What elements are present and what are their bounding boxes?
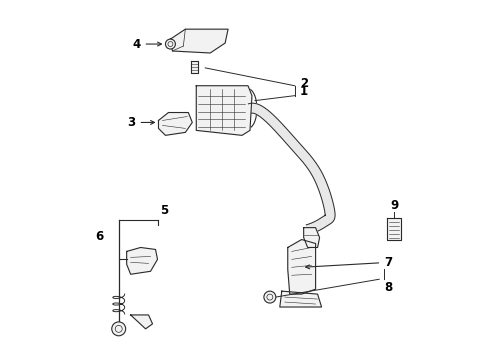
Text: 1: 1 [300,85,308,98]
Polygon shape [280,291,321,307]
Polygon shape [131,315,152,329]
Circle shape [264,291,276,303]
Text: 3: 3 [127,116,154,129]
Circle shape [166,39,175,49]
Polygon shape [127,247,157,274]
Polygon shape [304,228,319,247]
Polygon shape [387,218,401,239]
Polygon shape [196,86,252,135]
Text: 5: 5 [161,204,169,217]
Text: 6: 6 [96,230,104,243]
Polygon shape [191,61,198,73]
Circle shape [112,322,125,336]
Polygon shape [248,103,335,234]
Text: 4: 4 [132,37,161,50]
Polygon shape [288,239,316,294]
Polygon shape [171,29,228,53]
Polygon shape [158,113,192,135]
Text: 8: 8 [384,281,392,294]
Text: 2: 2 [300,77,308,90]
Text: 7: 7 [306,256,392,269]
Text: 9: 9 [390,199,398,212]
